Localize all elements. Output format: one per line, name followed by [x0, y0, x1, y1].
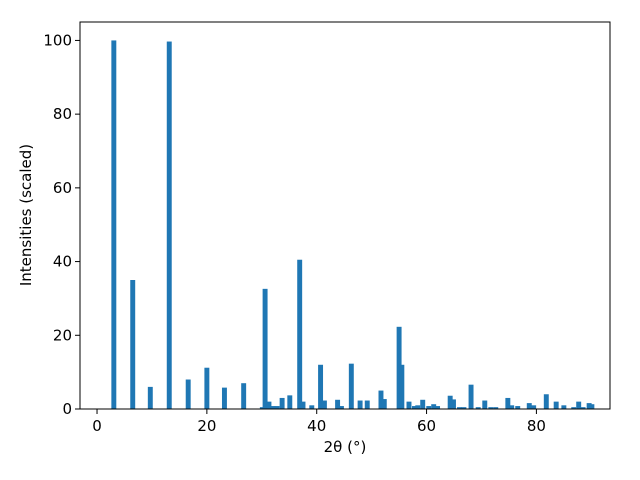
bar [515, 406, 521, 409]
bar [586, 403, 592, 409]
bar [270, 406, 276, 409]
bar [338, 406, 344, 409]
bar [420, 399, 426, 409]
bar [364, 400, 370, 409]
bar [399, 364, 405, 409]
bar [130, 280, 136, 409]
bar [475, 407, 481, 409]
bar [111, 40, 117, 410]
bar [266, 401, 272, 409]
bar [259, 407, 265, 409]
bar [279, 397, 285, 409]
bar [451, 399, 456, 409]
bar [531, 405, 537, 409]
bar [147, 386, 153, 409]
bar [335, 399, 341, 409]
bar [241, 383, 247, 409]
bar [589, 404, 595, 409]
bar [185, 379, 191, 409]
x-axis-label: 2θ (°) [324, 438, 367, 456]
bar [396, 326, 402, 409]
bar [415, 405, 421, 409]
x-tick-label: 80 [527, 417, 546, 435]
bar [287, 395, 293, 409]
bar [274, 406, 280, 409]
bar [580, 407, 586, 409]
bar [543, 394, 549, 409]
bar [457, 407, 462, 409]
bar [166, 41, 172, 409]
bar [461, 407, 467, 409]
y-axis-label: Intensities (scaled) [17, 144, 35, 286]
x-tick-label: 60 [417, 417, 436, 435]
bar [431, 404, 437, 409]
y-tick-label: 20 [53, 326, 72, 344]
y-tick-label: 80 [53, 105, 72, 123]
bar [378, 390, 384, 409]
bar [447, 395, 453, 409]
x-tick-label: 20 [197, 417, 216, 435]
bar [204, 367, 210, 409]
bar [426, 406, 432, 409]
bar [561, 405, 567, 409]
bar [412, 406, 417, 409]
bar [318, 364, 324, 409]
bar [297, 259, 303, 409]
bar [553, 401, 559, 409]
plot-frame [79, 21, 611, 410]
bar [357, 400, 363, 409]
bar [576, 401, 582, 409]
bar [509, 405, 515, 409]
y-tick-label: 40 [53, 253, 72, 271]
bar [406, 401, 412, 409]
bar [488, 407, 494, 409]
x-tick-label: 0 [92, 417, 102, 435]
bar [309, 405, 315, 409]
y-tick-label: 60 [53, 179, 72, 197]
y-tick-label: 0 [62, 400, 72, 418]
bar [493, 407, 499, 409]
y-tick-label: 100 [43, 31, 72, 49]
bar [300, 401, 306, 409]
bar [348, 363, 354, 409]
bar [321, 400, 327, 409]
bar [526, 403, 532, 409]
bar [482, 400, 488, 409]
bar [381, 399, 387, 409]
bar [435, 406, 441, 409]
bar [221, 387, 227, 409]
bar [505, 397, 511, 409]
bar [571, 407, 577, 409]
x-tick-label: 40 [307, 417, 326, 435]
bar [262, 288, 268, 409]
bar [468, 384, 474, 409]
